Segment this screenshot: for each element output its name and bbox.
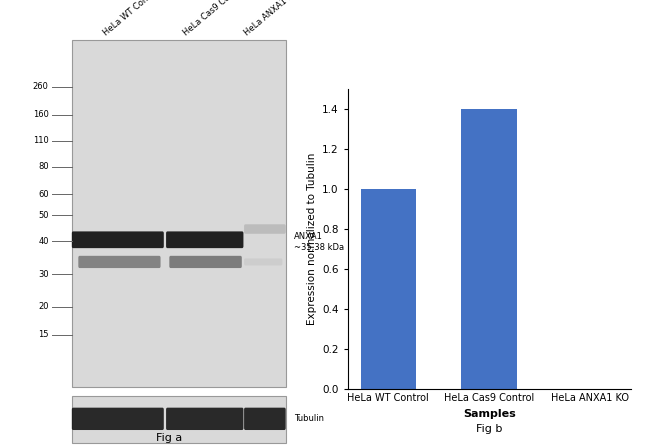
FancyBboxPatch shape: [166, 232, 243, 248]
Text: 30: 30: [38, 270, 49, 278]
FancyBboxPatch shape: [169, 256, 242, 268]
FancyBboxPatch shape: [244, 408, 286, 430]
Text: Fig b: Fig b: [476, 424, 502, 434]
Y-axis label: Expression normalized to Tubulin: Expression normalized to Tubulin: [307, 153, 317, 325]
Text: 110: 110: [33, 136, 49, 145]
Text: 60: 60: [38, 190, 49, 199]
Bar: [361, 189, 416, 389]
X-axis label: Samples: Samples: [463, 409, 515, 418]
Bar: [462, 110, 517, 389]
Text: 50: 50: [38, 211, 49, 219]
Bar: [72, 40, 286, 387]
FancyBboxPatch shape: [244, 258, 282, 266]
FancyBboxPatch shape: [72, 408, 164, 430]
FancyBboxPatch shape: [166, 408, 243, 430]
Bar: [72, 396, 286, 443]
Text: 260: 260: [33, 83, 49, 92]
Text: Fig a: Fig a: [156, 433, 182, 443]
Text: 80: 80: [38, 162, 49, 171]
Text: 15: 15: [38, 330, 49, 339]
Text: 40: 40: [38, 236, 49, 246]
Text: Tubulin: Tubulin: [294, 414, 324, 423]
FancyBboxPatch shape: [72, 232, 164, 248]
Text: 160: 160: [33, 110, 49, 119]
FancyBboxPatch shape: [244, 224, 286, 234]
Text: 20: 20: [38, 303, 49, 312]
Text: HeLa WT Control: HeLa WT Control: [101, 0, 161, 38]
Text: HeLa Cas9 Control: HeLa Cas9 Control: [181, 0, 246, 38]
Text: HeLa ANXA1 KO: HeLa ANXA1 KO: [243, 0, 300, 38]
FancyBboxPatch shape: [79, 256, 161, 268]
Text: ANXA1
~35,38 kDa: ANXA1 ~35,38 kDa: [294, 232, 344, 253]
